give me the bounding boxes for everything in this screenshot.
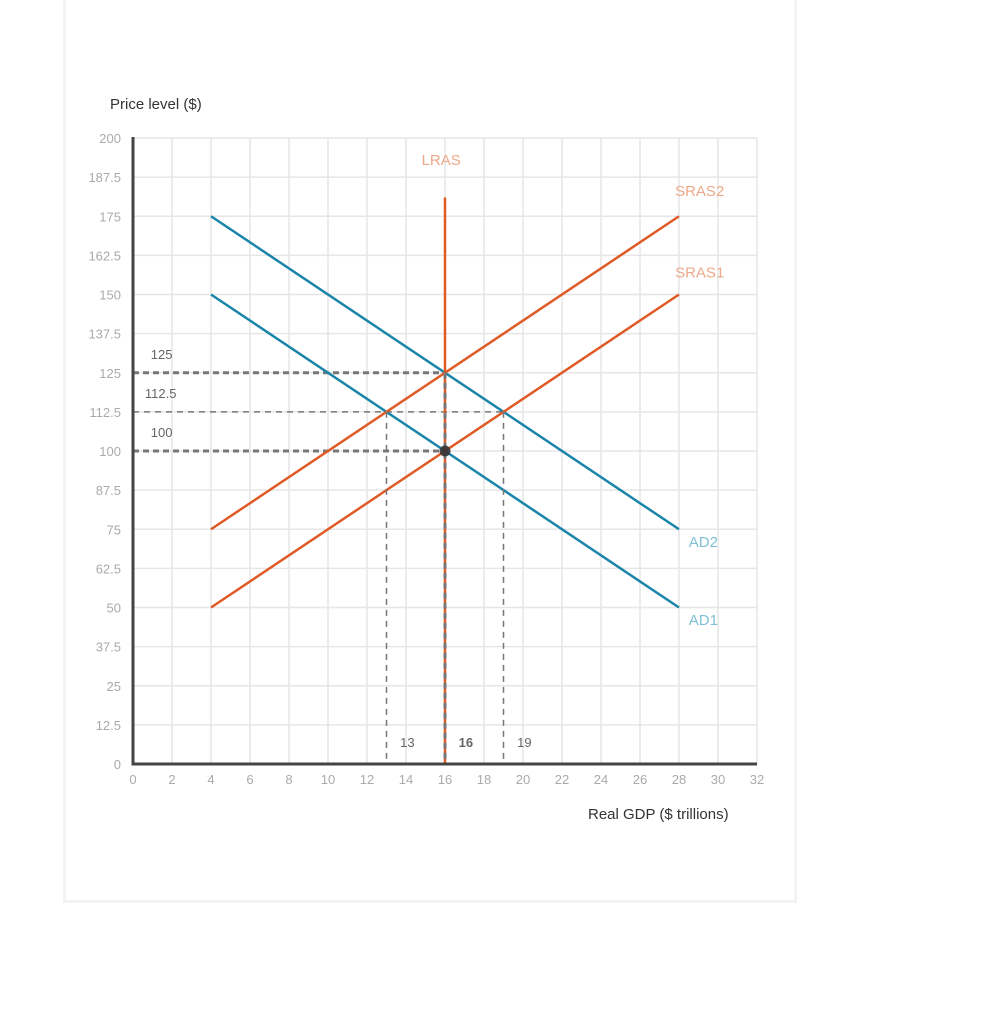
y-tick-label: 12.5 [96, 718, 121, 733]
x-tick-label: 26 [633, 772, 647, 787]
y-tick-label: 187.5 [88, 170, 121, 185]
y-tick-label: 0 [114, 757, 121, 772]
x-tick-label: 6 [246, 772, 253, 787]
annotation-label: 100 [151, 425, 173, 440]
x-tick-label: 20 [516, 772, 530, 787]
curve-label-ad2: AD2 [689, 534, 718, 551]
curve-label-sras2: SRAS2 [675, 183, 724, 200]
y-tick-label: 50 [107, 601, 121, 616]
reference-lines [133, 371, 504, 453]
x-tick-label: 14 [399, 772, 413, 787]
x-tick-label: 22 [555, 772, 569, 787]
y-tick-label: 112.5 [89, 405, 121, 420]
tick-labels: 0 2 4 6 8 10 12 14 16 18 20 22 24 26 28 30 32012.52537.5… [88, 131, 764, 787]
annotation-label: 16 [459, 735, 473, 750]
y-tick-label: 137.5 [88, 327, 121, 342]
annotation-label: 13 [400, 735, 414, 750]
reference-lines-vertical [385, 372, 505, 764]
x-tick-label: 30 [711, 772, 725, 787]
x-tick-label: 8 [285, 772, 292, 787]
x-tick-label: 24 [594, 772, 608, 787]
x-tick-label: 28 [672, 772, 686, 787]
y-tick-label: 200 [99, 131, 121, 146]
y-tick-label: 87.5 [96, 483, 121, 498]
y-tick-label: 62.5 [96, 561, 121, 576]
y-tick-label: 175 [99, 209, 121, 224]
annotations: 125 112.5 100 13 16 19 [145, 347, 532, 750]
x-tick-label: 18 [477, 772, 491, 787]
y-axis-title: Price level ($) [110, 96, 202, 113]
x-tick-label: 10 [321, 772, 335, 787]
annotation-label: 125 [151, 347, 173, 362]
x-tick-label: 0 [129, 772, 136, 787]
annotation-label: 112.5 [145, 386, 177, 401]
x-tick-label: 32 [750, 772, 764, 787]
y-tick-label: 162.5 [88, 248, 121, 263]
curve-label-lras: LRAS [422, 152, 461, 169]
y-tick-label: 125 [99, 366, 121, 381]
y-tick-label: 100 [99, 444, 121, 459]
equilibrium-point [439, 445, 451, 457]
curve-labels: LRAS SRAS2 SRAS1 AD2 AD1 [422, 152, 725, 629]
data-series [210, 197, 680, 764]
annotation-label: 19 [517, 735, 531, 750]
y-tick-label: 37.5 [96, 640, 121, 655]
x-tick-label: 12 [360, 772, 374, 787]
x-tick-label: 2 [168, 772, 175, 787]
x-axis-title: Real GDP ($ trillions) [588, 806, 729, 823]
y-tick-label: 75 [107, 522, 121, 537]
curve-label-sras1: SRAS1 [675, 265, 724, 282]
x-tick-label: 4 [207, 772, 214, 787]
axes [131, 137, 757, 766]
y-tick-label: 150 [99, 288, 121, 303]
y-tick-label: 25 [107, 679, 121, 694]
x-tick-label: 16 [438, 772, 452, 787]
curve-label-ad1: AD1 [689, 612, 718, 629]
